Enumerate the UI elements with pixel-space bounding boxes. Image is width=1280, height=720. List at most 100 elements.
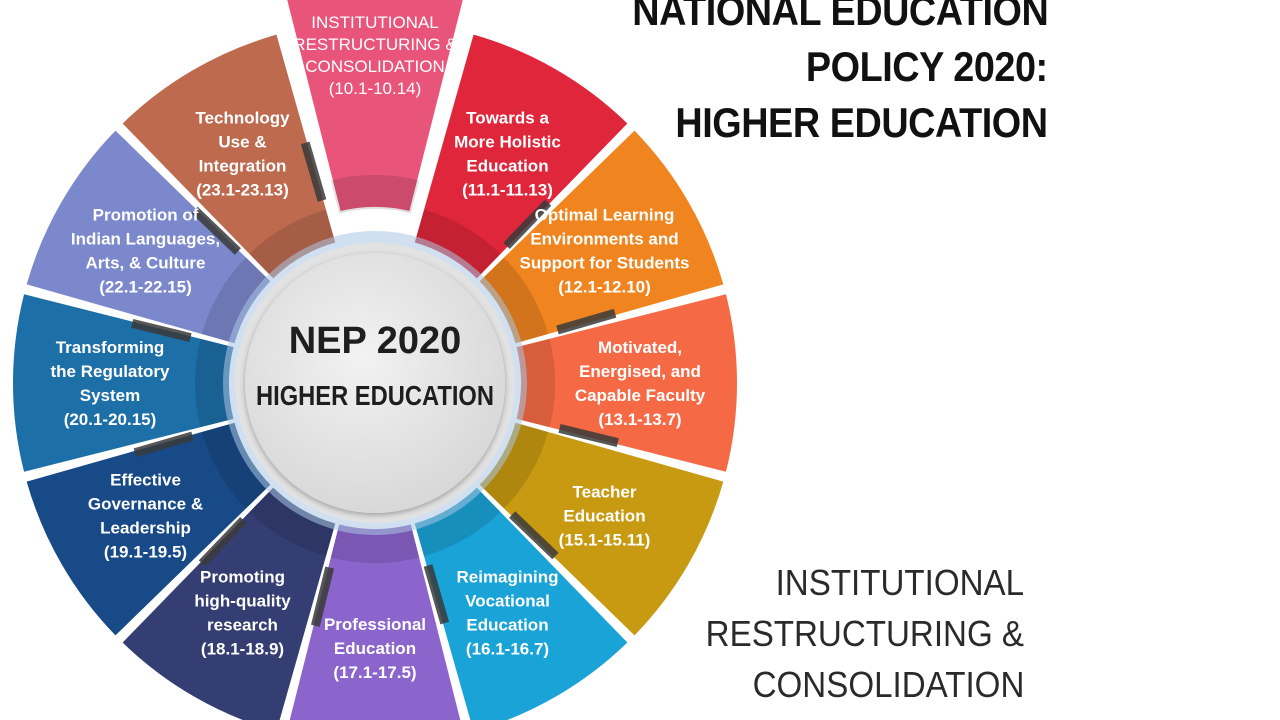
segment-label: Promoting <box>200 567 285 586</box>
segment-wedge <box>122 487 336 720</box>
segment-shade <box>249 487 336 557</box>
segment-label: Indian Languages, <box>71 229 220 248</box>
segment-label: Optimal Learning <box>535 205 675 224</box>
segment-divider <box>310 566 335 627</box>
segment-wedge <box>26 130 271 344</box>
page-title-line: POLICY 2020: <box>806 43 1048 90</box>
focus-topic-line: CONSOLIDATION <box>752 664 1024 705</box>
segment-label: Education <box>563 507 645 526</box>
segment-divider <box>423 564 450 625</box>
hub-circle <box>245 253 505 513</box>
segment-label: Reimagining <box>456 567 558 586</box>
segment-divider <box>191 206 241 255</box>
segment-label: (18.1-18.9) <box>201 639 284 658</box>
segment-vocational-education[interactable]: Reimagining Vocational Education (16.1-16.7… <box>414 487 628 720</box>
segment-label: Governance & <box>88 495 203 514</box>
segment-high-quality-research[interactable]: Promoting high-quality research (18.1-18.9) <box>122 487 336 720</box>
wheel-hub: NEP 2020 HIGHER EDUCATION <box>223 231 527 535</box>
segment-label: Capable Faculty <box>575 386 706 405</box>
segment-wedge <box>122 34 336 279</box>
focus-topic-line: RESTRUCTURING & <box>705 613 1024 654</box>
segment-label: (20.1-20.15) <box>64 410 157 429</box>
segment-wedge <box>414 487 628 720</box>
segment-shade <box>479 422 549 509</box>
segment-label: (23.1-23.13) <box>196 181 289 200</box>
focus-topic-line: INSTITUTIONAL <box>775 562 1024 603</box>
segment-shade <box>479 257 549 344</box>
hub-subtitle: HIGHER EDUCATION <box>256 380 494 411</box>
segment-governance-leadership[interactable]: Effective Governance & Leadership (19.1-19.… <box>26 422 271 636</box>
segment-shade <box>414 209 501 279</box>
segment-label: Vocational <box>465 591 550 610</box>
segment-label: Motivated, <box>598 338 682 357</box>
segment-label: (19.1-19.5) <box>104 543 187 562</box>
segment-label: CONSOLIDATION <box>305 57 444 76</box>
segment-divider <box>133 431 194 458</box>
segment-label: (22.1-22.15) <box>99 277 192 296</box>
segment-label: Teacher <box>573 482 637 501</box>
segment-divider <box>503 199 552 249</box>
segment-divider <box>558 423 619 448</box>
segment-shade <box>201 422 271 509</box>
segment-label: (13.1-13.7) <box>598 410 681 429</box>
segment-label: Professional <box>324 615 426 634</box>
segment-shade <box>330 524 420 564</box>
segment-wedge <box>479 130 724 344</box>
segment-divider <box>509 511 559 560</box>
hub-title: NEP 2020 <box>289 320 462 362</box>
segment-wedge <box>414 34 628 279</box>
segment-label: Education <box>466 615 548 634</box>
segment-shade <box>249 209 336 279</box>
segment-wedge <box>26 422 271 636</box>
segment-label: Education <box>466 157 548 176</box>
segment-shade <box>201 257 271 344</box>
segment-label: research <box>207 615 278 634</box>
segment-label: Effective <box>110 471 181 490</box>
segment-label: high-quality <box>194 591 291 610</box>
segment-holistic-education[interactable]: Towards a More Holistic Education (11.1-11.… <box>414 34 628 279</box>
segment-label: Leadership <box>100 519 191 538</box>
segment-shade <box>330 175 420 214</box>
segment-technology-use[interactable]: Technology Use & Integration (23.1-23.13) <box>122 34 336 279</box>
segment-label: (10.1-10.14) <box>329 79 422 98</box>
segment-label: (11.1-11.13) <box>462 181 553 200</box>
segment-label: Towards a <box>466 109 549 128</box>
segment-label: (17.1-17.5) <box>333 663 416 682</box>
segment-label: the Regulatory <box>50 362 170 381</box>
segment-professional-education[interactable]: Professional Education (17.1-17.5) <box>286 524 464 720</box>
segment-label: Environments and <box>530 229 678 248</box>
segment-label: Integration <box>199 157 287 176</box>
page-title-line: NATIONAL EDUCATION <box>631 0 1049 34</box>
segment-wedge <box>479 422 724 636</box>
segment-teacher-education[interactable]: Teacher Education (15.1-15.11) <box>479 422 724 636</box>
segment-learning-environments[interactable]: Optimal Learning Environments and Support … <box>479 130 724 344</box>
segment-shade <box>516 338 555 428</box>
segment-label: (15.1-15.11) <box>559 531 651 550</box>
segment-shade <box>414 487 501 557</box>
segment-label: (12.1-12.10) <box>558 277 651 296</box>
segment-label: Transforming <box>56 338 165 357</box>
segment-divider <box>131 318 192 343</box>
segment-label: Use & <box>218 133 266 152</box>
segment-label: INSTITUTIONAL <box>311 13 439 32</box>
segment-divider <box>300 141 327 202</box>
segment-divider <box>556 308 617 335</box>
segment-regulatory-system[interactable]: Transforming the Regulatory System (20.1-20… <box>12 294 234 472</box>
segment-wedge <box>283 0 467 216</box>
segment-label: Technology <box>195 109 290 128</box>
segment-label: Education <box>334 639 416 658</box>
segment-indian-languages[interactable]: Promotion of Indian Languages, Arts, & Cul… <box>26 130 271 344</box>
segment-label: Promotion of <box>93 205 199 224</box>
segment-divider <box>198 517 247 567</box>
segment-label: Support for Students <box>520 253 690 272</box>
segment-label: Energised, and <box>579 362 701 381</box>
page-title-line: HIGHER EDUCATION <box>675 99 1049 146</box>
segment-shade <box>195 338 234 428</box>
segment-label: System <box>80 386 140 405</box>
segment-capable-faculty[interactable]: Motivated, Energised, and Capable Faculty (… <box>516 294 737 472</box>
segment-label: RESTRUCTURING & <box>293 35 457 54</box>
segment-institutional-restructuring[interactable]: INSTITUTIONAL RESTRUCTURING & CONSOLIDATIO… <box>281 0 469 216</box>
segment-label: (16.1-16.7) <box>466 639 549 658</box>
segment-label: More Holistic <box>454 133 561 152</box>
